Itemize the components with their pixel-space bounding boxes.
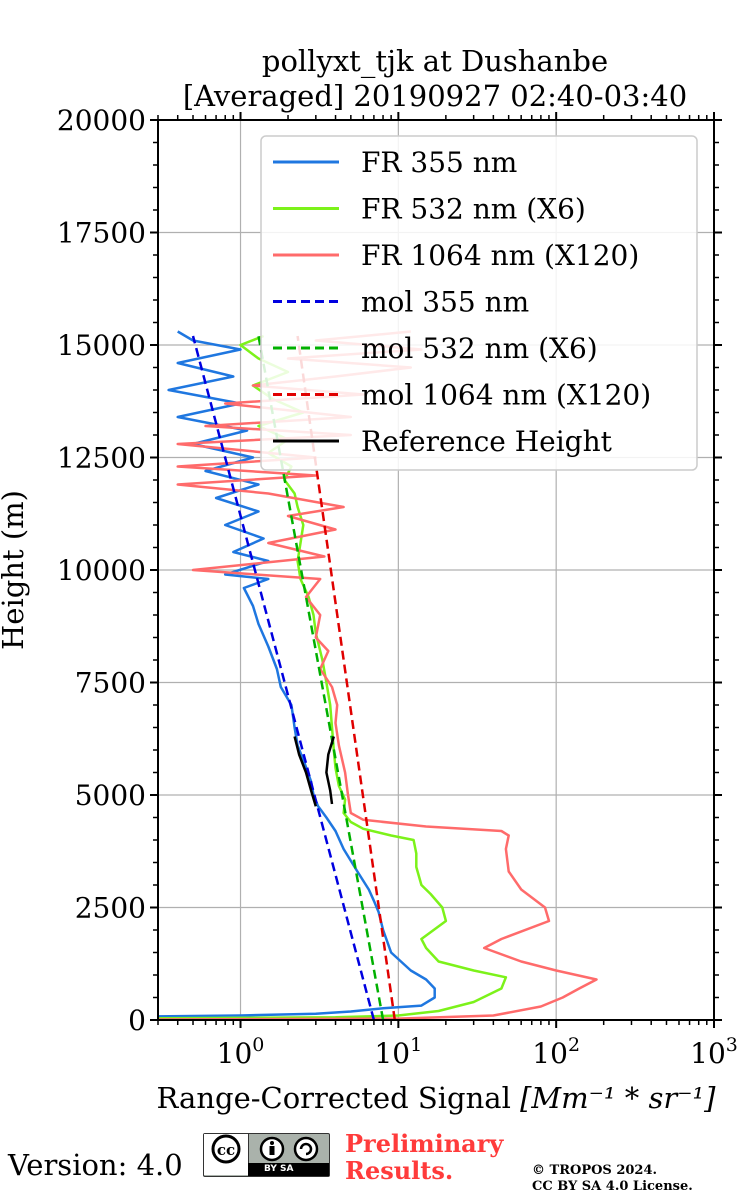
legend-box xyxy=(260,135,698,471)
legend-label-reference-height: Reference Height xyxy=(361,425,613,458)
series-line-fr-355-nm xyxy=(157,330,436,1018)
legend-label-mol-355-nm: mol 355 nm xyxy=(361,286,529,319)
x-tick-label: 102 xyxy=(532,1034,580,1070)
x-tick-label: 100 xyxy=(217,1034,265,1070)
x-tick-mantissa: 10 xyxy=(374,1037,410,1070)
y-tick-label: 12500 xyxy=(57,442,146,475)
chart-title-line2: [Averaged] 20190927 02:40-03:40 xyxy=(183,79,687,113)
legend-label-fr-355-nm: FR 355 nm xyxy=(361,146,517,179)
cc-license-badge: cc BY SA xyxy=(203,1133,330,1177)
series-line-reference-height xyxy=(293,736,317,807)
chart-title-line1: pollyxt_tjk at Dushanbe xyxy=(262,44,608,79)
y-tick-label: 20000 xyxy=(57,104,146,137)
preliminary-line1: Preliminary xyxy=(345,1129,504,1158)
copyright-line1: © TROPOS 2024. xyxy=(532,1163,658,1178)
y-tick-label: 7500 xyxy=(75,667,146,700)
copyright-line2: CC BY SA 4.0 License. xyxy=(532,1179,693,1194)
y-tick-label: 17500 xyxy=(57,217,146,250)
preliminary-notice: Preliminary Results. xyxy=(345,1130,503,1184)
cc-strip: BY SA xyxy=(248,1163,329,1176)
legend-label-mol-532-nm-x6: mol 532 nm (X6) xyxy=(361,332,598,365)
y-axis-label: Height (m) xyxy=(0,490,30,650)
by-sa-icons xyxy=(259,1136,319,1162)
series-line-reference-height xyxy=(325,736,335,805)
axis-ticks xyxy=(150,112,722,1028)
legend-label-mol-1064-nm-x120: mol 1064 nm (X120) xyxy=(361,379,651,412)
svg-text:cc: cc xyxy=(217,1141,235,1159)
x-tick-mantissa: 10 xyxy=(217,1037,253,1070)
y-tick-label: 0 xyxy=(128,1004,146,1037)
x-tick-exponent: 1 xyxy=(410,1034,422,1056)
preliminary-line2: Results. xyxy=(345,1156,454,1185)
version-label: Version: 4.0 xyxy=(8,1148,183,1182)
x-axis-label: Range-Corrected Signal [Mm⁻¹ * sr⁻¹] xyxy=(157,1081,717,1115)
y-tick-labels: 0 2500 5000 7500 10000 12500 15000 17500 20000 xyxy=(57,104,146,1037)
y-tick-label: 5000 xyxy=(75,779,146,812)
x-tick-mantissa: 10 xyxy=(532,1037,568,1070)
x-tick-mantissa: 10 xyxy=(690,1037,726,1070)
x-tick-label: 103 xyxy=(690,1034,738,1070)
x-tick-exponent: 0 xyxy=(252,1034,264,1056)
legend-label-fr-1064-nm-x120: FR 1064 nm (X120) xyxy=(361,239,639,272)
x-tick-exponent: 2 xyxy=(568,1034,580,1056)
x-tick-label: 101 xyxy=(374,1034,422,1070)
x-tick-labels: 100 101 102 103 xyxy=(217,1034,738,1070)
cc-icon: cc xyxy=(204,1134,249,1175)
legend: FR 355 nm FR 532 nm (X6) FR 1064 nm (X120)… xyxy=(260,135,698,471)
y-tick-label: 10000 xyxy=(57,554,146,587)
x-tick-exponent: 3 xyxy=(726,1034,738,1056)
copyright-notice: © TROPOS 2024. CC BY SA 4.0 License. xyxy=(532,1163,693,1195)
y-tick-label: 2500 xyxy=(75,892,146,925)
legend-label-fr-532-nm-x6: FR 532 nm (X6) xyxy=(361,193,586,226)
series-line-mol-355-nm xyxy=(191,335,376,1021)
y-tick-label: 15000 xyxy=(57,329,146,362)
